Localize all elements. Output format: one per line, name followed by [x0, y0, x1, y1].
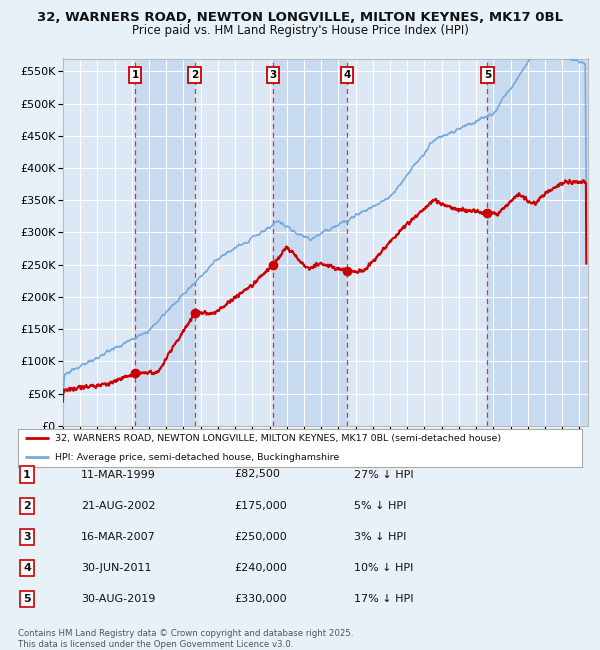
Text: £250,000: £250,000 [234, 532, 287, 542]
Text: 30-JUN-2011: 30-JUN-2011 [81, 563, 151, 573]
Text: Price paid vs. HM Land Registry's House Price Index (HPI): Price paid vs. HM Land Registry's House … [131, 24, 469, 37]
Text: £82,500: £82,500 [234, 469, 280, 480]
Text: 5: 5 [484, 70, 491, 80]
Text: £330,000: £330,000 [234, 594, 287, 604]
Text: 21-AUG-2002: 21-AUG-2002 [81, 500, 155, 511]
Text: Contains HM Land Registry data © Crown copyright and database right 2025.
This d: Contains HM Land Registry data © Crown c… [18, 629, 353, 649]
Bar [63, 58, 135, 426]
Bar [135, 58, 194, 426]
Text: 5: 5 [23, 594, 31, 604]
Bar [347, 58, 487, 426]
Text: 2: 2 [191, 70, 198, 80]
Text: 3% ↓ HPI: 3% ↓ HPI [354, 532, 406, 542]
Text: 1: 1 [23, 469, 31, 480]
Text: 4: 4 [23, 563, 31, 573]
Text: 32, WARNERS ROAD, NEWTON LONGVILLE, MILTON KEYNES, MK17 0BL: 32, WARNERS ROAD, NEWTON LONGVILLE, MILT… [37, 11, 563, 24]
Text: £175,000: £175,000 [234, 500, 287, 511]
Text: 16-MAR-2007: 16-MAR-2007 [81, 532, 156, 542]
Text: 30-AUG-2019: 30-AUG-2019 [81, 594, 155, 604]
Text: 10% ↓ HPI: 10% ↓ HPI [354, 563, 413, 573]
Text: 27% ↓ HPI: 27% ↓ HPI [354, 469, 413, 480]
Text: 1: 1 [131, 70, 139, 80]
Text: £240,000: £240,000 [234, 563, 287, 573]
Text: HPI: Average price, semi-detached house, Buckinghamshire: HPI: Average price, semi-detached house,… [55, 453, 339, 461]
Text: 4: 4 [343, 70, 351, 80]
Text: 5% ↓ HPI: 5% ↓ HPI [354, 500, 406, 511]
Bar [487, 58, 588, 426]
Text: 3: 3 [23, 532, 31, 542]
Text: 11-MAR-1999: 11-MAR-1999 [81, 469, 156, 480]
Bar [194, 58, 273, 426]
Bar [273, 58, 347, 426]
Text: 17% ↓ HPI: 17% ↓ HPI [354, 594, 413, 604]
Text: 32, WARNERS ROAD, NEWTON LONGVILLE, MILTON KEYNES, MK17 0BL (semi-detached house: 32, WARNERS ROAD, NEWTON LONGVILLE, MILT… [55, 434, 501, 443]
Text: 2: 2 [23, 500, 31, 511]
Text: 3: 3 [269, 70, 277, 80]
